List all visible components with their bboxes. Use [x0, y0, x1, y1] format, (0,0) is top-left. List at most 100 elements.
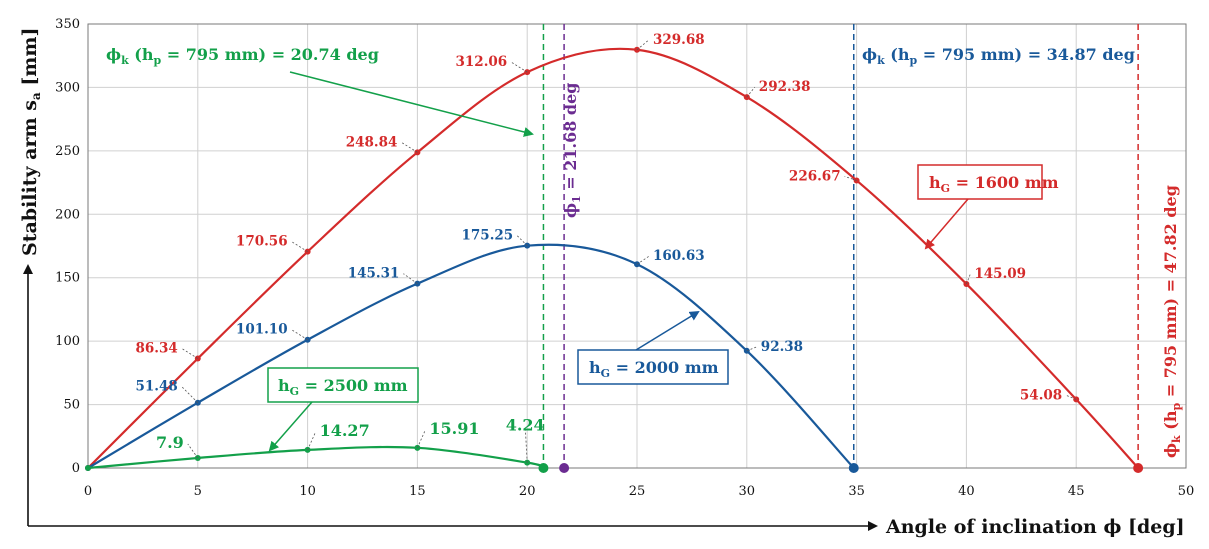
legend-hg-2500-arrow: [268, 401, 313, 452]
x-tick-label: 20: [519, 484, 536, 499]
y-axis-label-main: Stability arm s: [19, 100, 41, 256]
data-label: 329.68: [653, 32, 705, 48]
data-label: 4.24: [506, 416, 545, 435]
series-layer: [85, 46, 1144, 473]
data-label-leader: [746, 86, 756, 98]
legend-hg-2000-sub: G: [601, 367, 610, 380]
legend-hg-2500-rest: = 2500 mm: [299, 376, 408, 395]
legend-hg-2500: hG = 2500 mm: [267, 367, 419, 452]
x-axis-label: Angle of inclination ϕ [deg]: [885, 516, 1185, 538]
legend-hg-2000: hG = 2000 mm: [577, 310, 729, 385]
purple-phi-text: ϕ1 = 21.68 deg: [561, 83, 583, 219]
purple-phi-symbol: ϕ: [561, 203, 580, 218]
y-tick-label: 350: [55, 17, 80, 32]
green-phi-hsub: p: [153, 54, 161, 67]
red-phi-sub: k: [1170, 435, 1183, 443]
green-phi-symbol: ϕ: [106, 45, 121, 64]
x-axis-title: Angle of inclination ϕ [deg]: [28, 516, 1185, 538]
purple-phi-sub: 1: [570, 195, 583, 203]
legend-hg-1600-main: h: [929, 173, 941, 192]
legend-hg-1600-sub: G: [941, 182, 950, 195]
x-tick-label: 0: [84, 484, 92, 499]
data-label-leader: [636, 39, 650, 51]
data-label: 51.48: [136, 379, 178, 395]
plot-frame: [87, 23, 1187, 469]
blue-phi-sub: k: [877, 54, 885, 67]
data-label-leader: [1066, 395, 1077, 400]
y-axis-label-sub: a: [29, 92, 43, 100]
x-tick-label: 30: [739, 484, 756, 499]
y-tick-label: 100: [55, 334, 80, 349]
tick-labels: 0 5 10 15 20 25 30 35 40 45 50 0 50 100 150 200 250 300 35…: [55, 17, 1194, 499]
red-phi-symbol: ϕ: [1161, 443, 1180, 458]
blue-phi-symbol: ϕ: [862, 45, 877, 64]
x-tick-label: 10: [299, 484, 316, 499]
legend-hg-1600: hG = 1600 mm: [917, 164, 1059, 250]
purple-phi-rest: = 21.68 deg: [561, 83, 580, 196]
legend-hg-1600-arrow: [924, 198, 969, 250]
series-2-endpoint: [538, 463, 549, 473]
data-label-leader: [181, 386, 199, 403]
y-axis-label: Stability arm sa [mm]: [19, 27, 43, 256]
series-line-0: [87, 47, 1139, 469]
x-tick-label: 45: [1068, 484, 1085, 499]
legend-hg-2500-text: hG = 2500 mm: [278, 376, 408, 398]
data-label: 160.63: [653, 248, 705, 264]
data-label-leader: [510, 61, 528, 73]
data-label: 92.38: [761, 339, 803, 355]
data-label-leader: [291, 329, 308, 341]
data-label-leader: [307, 431, 316, 451]
purple-phi-annotation: ϕ1 = 21.68 deg: [561, 83, 583, 219]
red-phi-hsub: p: [1170, 403, 1183, 411]
series-0-endpoint: [1133, 463, 1144, 473]
x-tick-label: 15: [409, 484, 426, 499]
legend-hg-2500-box: [267, 367, 419, 403]
data-labels: 86.34 170.56 248.84 312.06 329.68 292.38 226.6…: [136, 32, 1077, 463]
green-phi-rest: = 795 mm) = 20.74 deg: [161, 45, 379, 64]
series-1-endpoint: [848, 463, 859, 473]
data-label-leader: [187, 443, 199, 459]
blue-phi-text: ϕk (hp = 795 mm) = 34.87 deg: [862, 45, 1135, 67]
legend-hg-2000-text: hG = 2000 mm: [589, 358, 719, 380]
data-label: 175.25: [462, 228, 514, 244]
y-axis-label-unit: [mm]: [19, 27, 41, 92]
red-phi-text: ϕk (hp = 795 mm) = 47.82 deg: [1161, 185, 1183, 458]
legend-hg-1600-text: hG = 1600 mm: [929, 173, 1059, 195]
red-phi-paren: (h: [1161, 410, 1180, 435]
y-axis-title: Stability arm sa [mm]: [19, 27, 43, 526]
green-phi-sub: k: [121, 54, 129, 67]
data-label: 15.91: [429, 419, 479, 438]
data-label-leader: [403, 273, 418, 284]
blue-phi-hsub: p: [909, 54, 917, 67]
data-label-leader: [291, 241, 308, 252]
data-label-leader: [966, 273, 971, 285]
series-2-point: [85, 465, 91, 471]
x-tick-label: 5: [194, 484, 202, 499]
data-label-leader: [401, 141, 418, 153]
data-label: 248.84: [346, 134, 398, 150]
data-label: 292.38: [759, 79, 811, 95]
legend-hg-1600-box: [917, 164, 1043, 200]
data-label: 145.31: [348, 266, 400, 282]
data-label-leader: [746, 346, 757, 352]
blue-phi-paren: (h: [885, 45, 910, 64]
red-phi-rest: = 795 mm) = 47.82 deg: [1161, 185, 1180, 403]
data-label: 54.08: [1020, 387, 1062, 403]
y-tick-label: 200: [55, 207, 80, 222]
x-tick-label: 50: [1178, 484, 1195, 499]
legend-hg-2500-sub: G: [290, 385, 299, 398]
legend-hg-2000-rest: = 2000 mm: [610, 358, 719, 377]
legend-hg-1600-rest: = 1600 mm: [950, 173, 1059, 192]
green-phi-paren: (h: [129, 45, 154, 64]
data-label: 101.10: [236, 322, 288, 338]
y-tick-label: 150: [55, 271, 80, 286]
data-label: 170.56: [236, 234, 288, 250]
x-tick-label: 35: [848, 484, 865, 499]
legend-hg-2000-arrow: [635, 310, 700, 351]
x-tick-label: 25: [629, 484, 646, 499]
blue-phi-rest: = 795 mm) = 34.87 deg: [917, 45, 1135, 64]
y-tick-label: 300: [55, 80, 80, 95]
green-phi-annotation: ϕk (hp = 795 mm) = 20.74 deg: [106, 45, 534, 137]
y-tick-label: 0: [72, 461, 80, 476]
